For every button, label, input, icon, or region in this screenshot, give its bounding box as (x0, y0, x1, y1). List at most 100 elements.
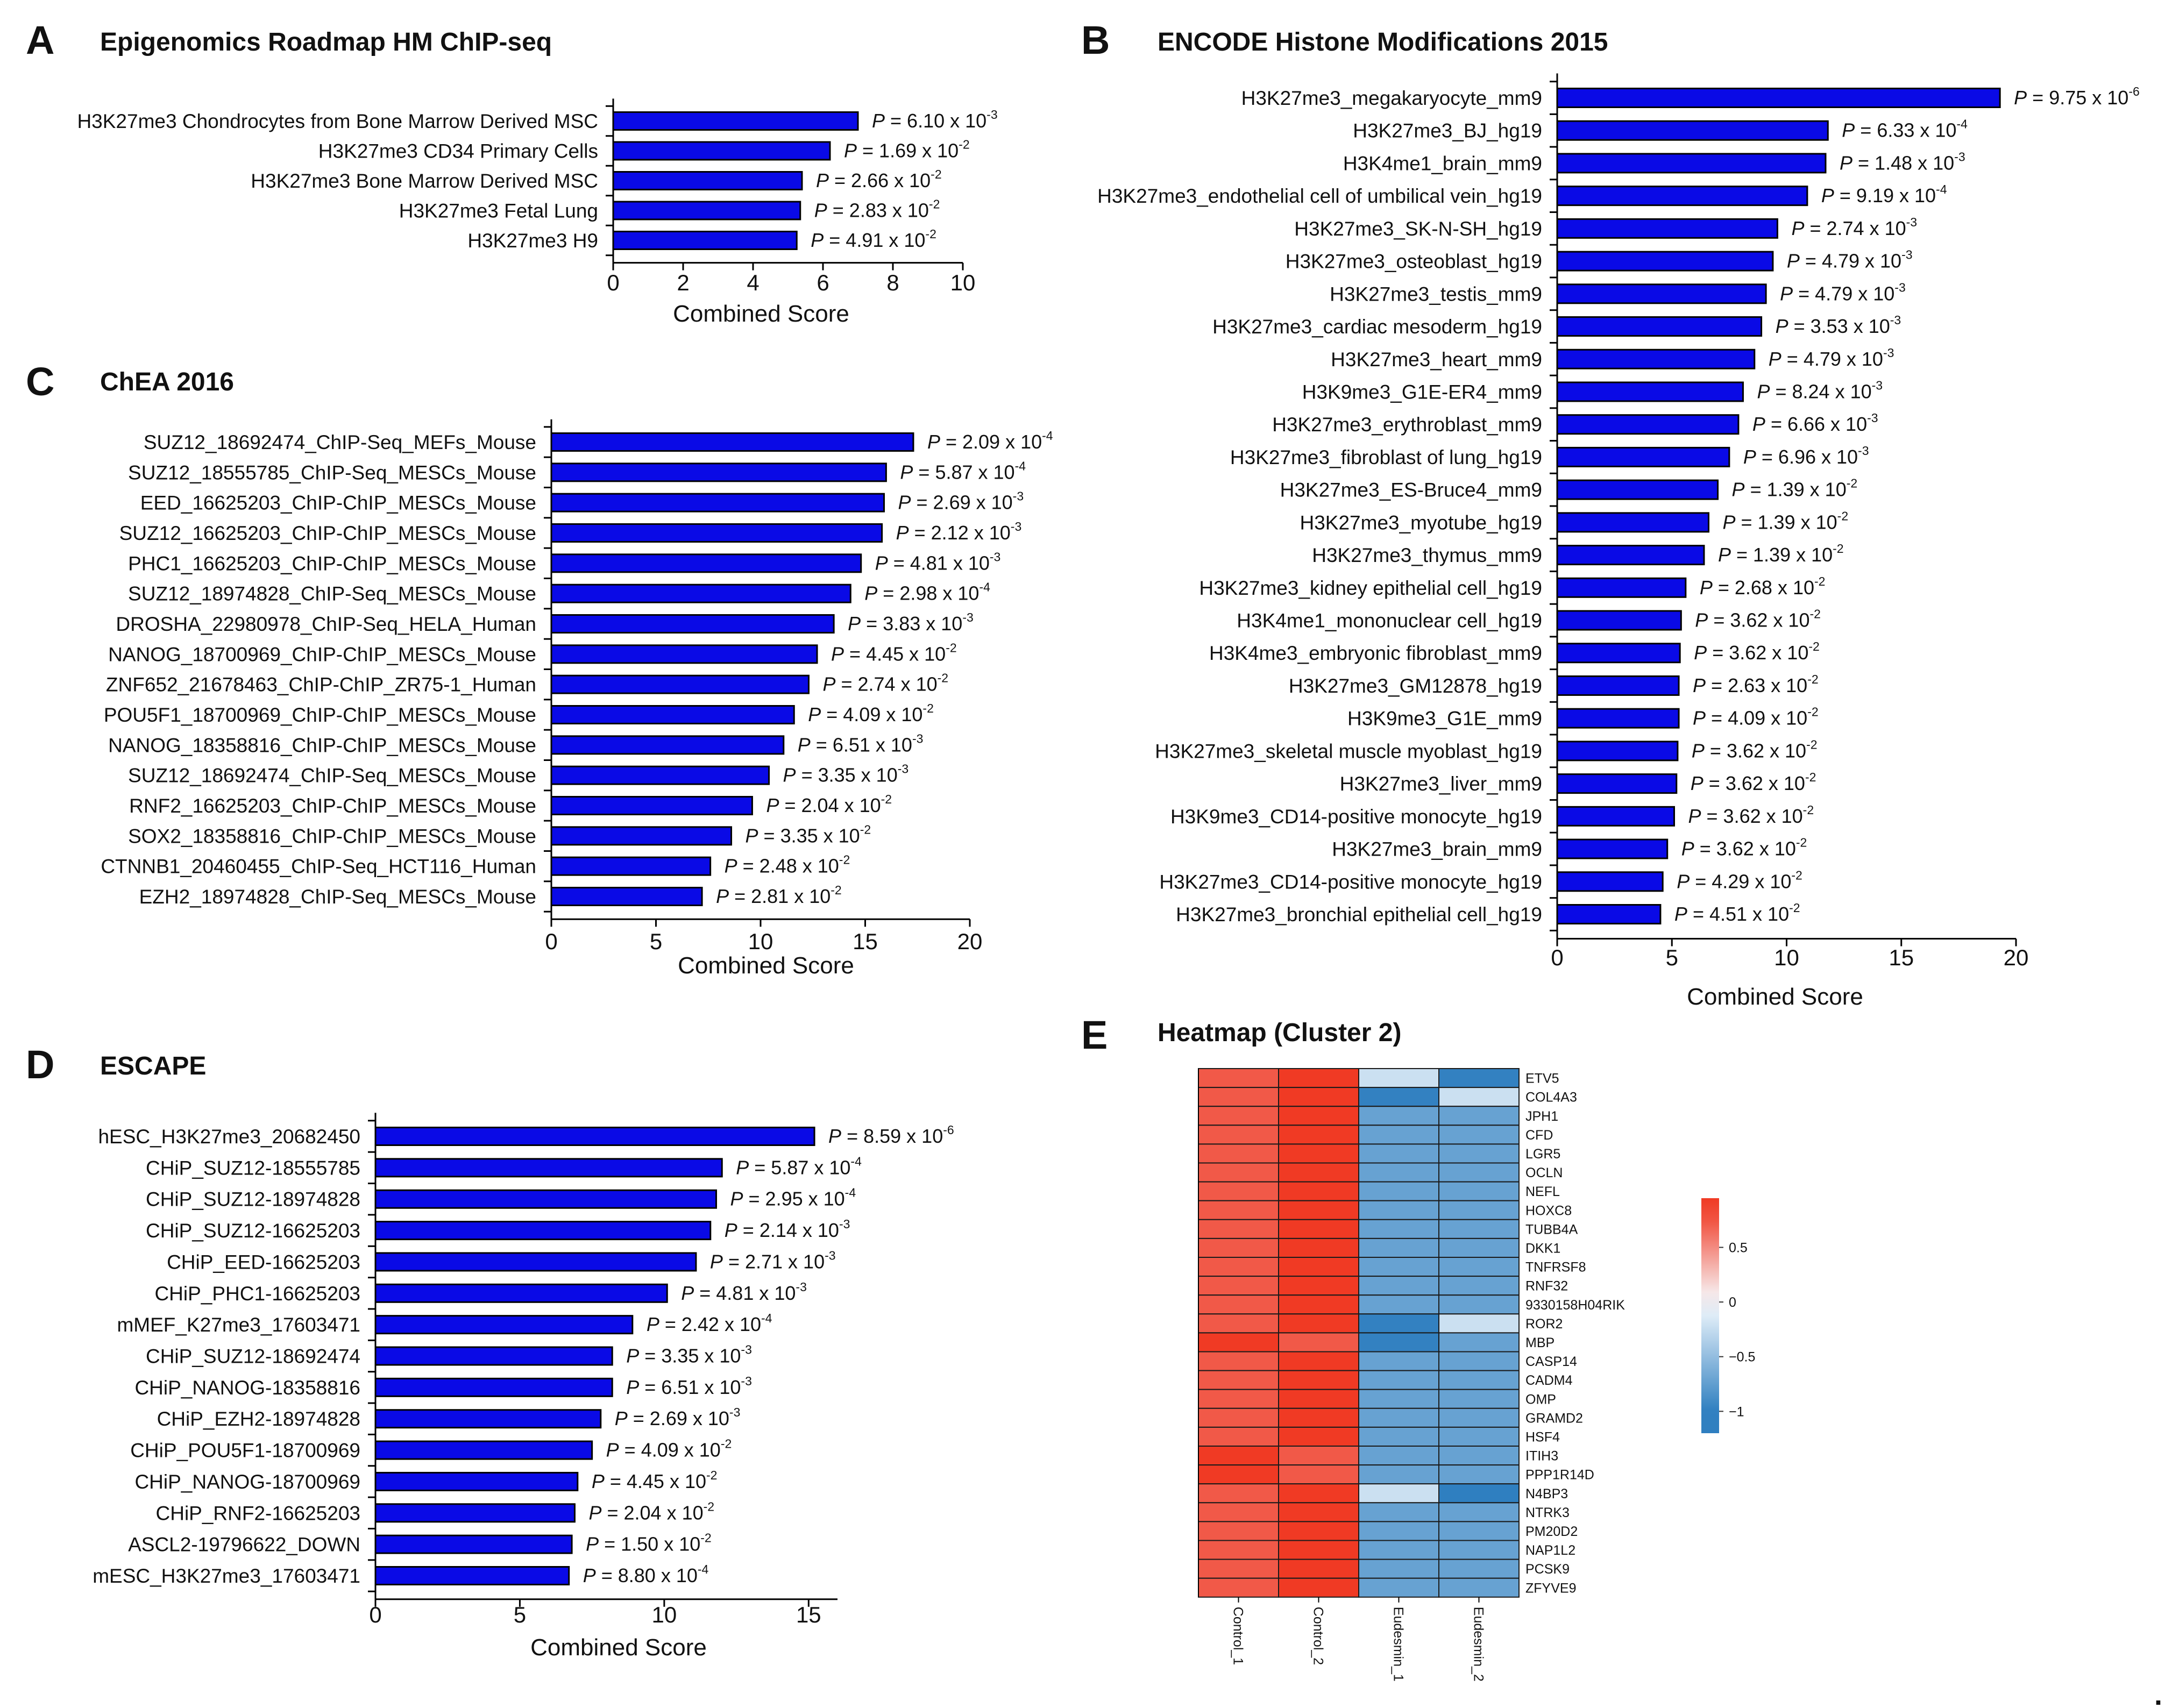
chart-d: hESC_H3K27me3_20682450 P = 8.59 x 10-6CHi… (93, 1113, 954, 1661)
chart-b-category-label: H3K27me3_skeletal muscle myoblast_hg19 (1155, 740, 1542, 762)
chart-e-heatmap: ETV5 COL4A3 JPH1 CFD LGR5 OCLN NEFL HOXC8 TUBB4A… (1198, 1068, 1755, 1682)
chart-b-pvalue-label: P = 9.19 x 10-4 (1821, 182, 1947, 207)
heatmap-cell (1198, 1106, 1279, 1126)
heatmap-cell (1358, 1464, 1439, 1485)
chart-d-category-label: CHiP_SUZ12-16625203 (146, 1220, 360, 1242)
pvalue-exponent: -3 (986, 108, 997, 122)
pvalue-symbol: P (725, 1219, 737, 1241)
chart-a-pvalue-label: P = 2.66 x 10-2 (816, 167, 942, 191)
pvalue-mantissa: 6.96 (1778, 446, 1816, 468)
chart-b-category-label: H3K27me3_SK-N-SH_hg19 (1294, 218, 1542, 240)
pvalue-symbol: P (681, 1282, 694, 1304)
pvalue-mantissa: 3.62 (1726, 772, 1763, 794)
chart-c-pvalue-label: P = 6.51 x 10-3 (798, 731, 924, 756)
heatmap-cell (1198, 1407, 1279, 1428)
heatmap-cell (1358, 1257, 1439, 1277)
heatmap-cell (1198, 1237, 1279, 1258)
pvalue-mantissa: 2.04 (801, 794, 839, 816)
heatmap-cell (1278, 1483, 1359, 1504)
pvalue-symbol: P (1688, 805, 1701, 827)
pvalue-symbol: P (2014, 87, 2027, 109)
pvalue-mantissa: 8.80 (618, 1564, 656, 1586)
chart-d-bar (374, 1252, 697, 1272)
pvalue-base: x 10 (901, 1125, 943, 1147)
chart-a-x-tick-label: 6 (817, 270, 829, 295)
heatmap-gene-label: CFD (1525, 1128, 1553, 1143)
heatmap-cell (1358, 1237, 1439, 1258)
heatmap-cell (1438, 1502, 1520, 1522)
chart-d-pvalue-label: P = 3.35 x 10-3 (626, 1343, 752, 1367)
pvalue-base: x 10 (789, 885, 831, 907)
chart-c-pvalue-label: P = 3.35 x 10-3 (783, 762, 909, 786)
chart-b-pvalue-label: P = 1.48 x 10-3 (1840, 150, 1965, 174)
pvalue-base: x 10 (699, 1345, 741, 1367)
heatmap-cell (1438, 1276, 1520, 1296)
heatmap-cell (1438, 1332, 1520, 1353)
pvalue-exponent: -3 (825, 1248, 835, 1262)
pvalue-symbol: P (1700, 577, 1713, 599)
heatmap-cell (1358, 1351, 1439, 1371)
heatmap-gene-label: LGR5 (1525, 1147, 1560, 1162)
heatmap-cell (1358, 1540, 1439, 1560)
chart-d-pvalue-label: P = 8.59 x 10-6 (828, 1123, 954, 1147)
chart-c-bar (550, 765, 770, 785)
pvalue-symbol: P (615, 1407, 628, 1429)
pvalue-exponent: -2 (831, 883, 841, 897)
chart-b-category-label: H3K27me3_liver_mm9 (1340, 773, 1542, 795)
pvalue-mantissa: 6.51 (833, 734, 870, 756)
chart-c-pvalue-label: P = 5.87 x 10-4 (900, 459, 1026, 483)
panel-e-letter: E (1081, 1013, 1108, 1057)
pvalue-symbol: P (1780, 282, 1793, 304)
pvalue-symbol: P (586, 1533, 599, 1555)
pvalue-exponent: -2 (1847, 476, 1857, 490)
chart-a-x-tick-label: 2 (677, 270, 689, 295)
pvalue-exponent: -6 (2128, 84, 2139, 98)
pvalue-mantissa: 2.98 (899, 582, 937, 604)
pvalue-equals: = (1800, 250, 1822, 272)
pvalue-exponent: -4 (698, 1562, 709, 1576)
pvalue-base: x 10 (1749, 870, 1791, 892)
pvalue-exponent: -3 (729, 1405, 740, 1419)
chart-b-pvalue-label: P = 4.51 x 10-2 (1674, 901, 1800, 925)
chart-b-bar (1556, 283, 1767, 304)
heatmap-cell (1198, 1389, 1279, 1409)
heatmap-cell (1278, 1237, 1359, 1258)
pvalue-base: x 10 (1768, 609, 1809, 631)
pvalue-base: x 10 (917, 140, 959, 162)
pvalue-mantissa: 3.62 (1723, 805, 1761, 827)
pvalue-exponent: -2 (1791, 868, 1802, 882)
chart-b-pvalue-label: P = 6.66 x 10-3 (1752, 411, 1878, 435)
heatmap-cell (1358, 1521, 1439, 1541)
pvalue-base: x 10 (904, 643, 946, 665)
heatmap-sample-label: Control_2 (1311, 1607, 1326, 1665)
chart-d-category-label: ASCL2-19796622_DOWN (128, 1534, 360, 1556)
heatmap-cell (1198, 1540, 1279, 1560)
chart-d-bar (374, 1534, 573, 1554)
heatmap-cell (1278, 1087, 1359, 1107)
heatmap-cell (1438, 1200, 1520, 1220)
heatmap-gene-label: OCLN (1525, 1165, 1563, 1180)
chart-b-bar (1556, 577, 1687, 598)
pvalue-base: x 10 (1841, 348, 1883, 370)
heatmap-cell (1278, 1446, 1359, 1466)
chart-d-bar (374, 1315, 634, 1335)
pvalue-symbol: P (1757, 380, 1770, 402)
heatmap-cell (1438, 1181, 1520, 1201)
heatmap-cell (1438, 1577, 1520, 1598)
pvalue-equals: = (829, 169, 851, 191)
chart-b-category-label: H3K27me3_BJ_hg19 (1353, 120, 1542, 142)
pvalue-mantissa: 1.48 (1875, 152, 1912, 174)
pvalue-mantissa: 6.10 (907, 110, 945, 132)
pvalue-exponent: -2 (1805, 770, 1816, 784)
pvalue-base: x 10 (1764, 739, 1806, 762)
pvalue-symbol: P (872, 110, 885, 132)
chart-a: H3K27me3 Chondrocytes from Bone Marrow D… (77, 98, 998, 327)
pvalue-equals: = (659, 1313, 682, 1335)
chart-c-bar (550, 856, 712, 876)
heatmap-cell (1278, 1332, 1359, 1353)
chart-d-pvalue-label: P = 6.51 x 10-3 (626, 1374, 752, 1398)
heatmap-gene-label: NAP1L2 (1525, 1543, 1575, 1558)
chart-c-bar (550, 462, 887, 482)
chart-c-pvalue-label: P = 2.48 x 10-2 (725, 853, 850, 877)
chart-a-pvalue-label: P = 6.10 x 10-3 (872, 108, 998, 132)
